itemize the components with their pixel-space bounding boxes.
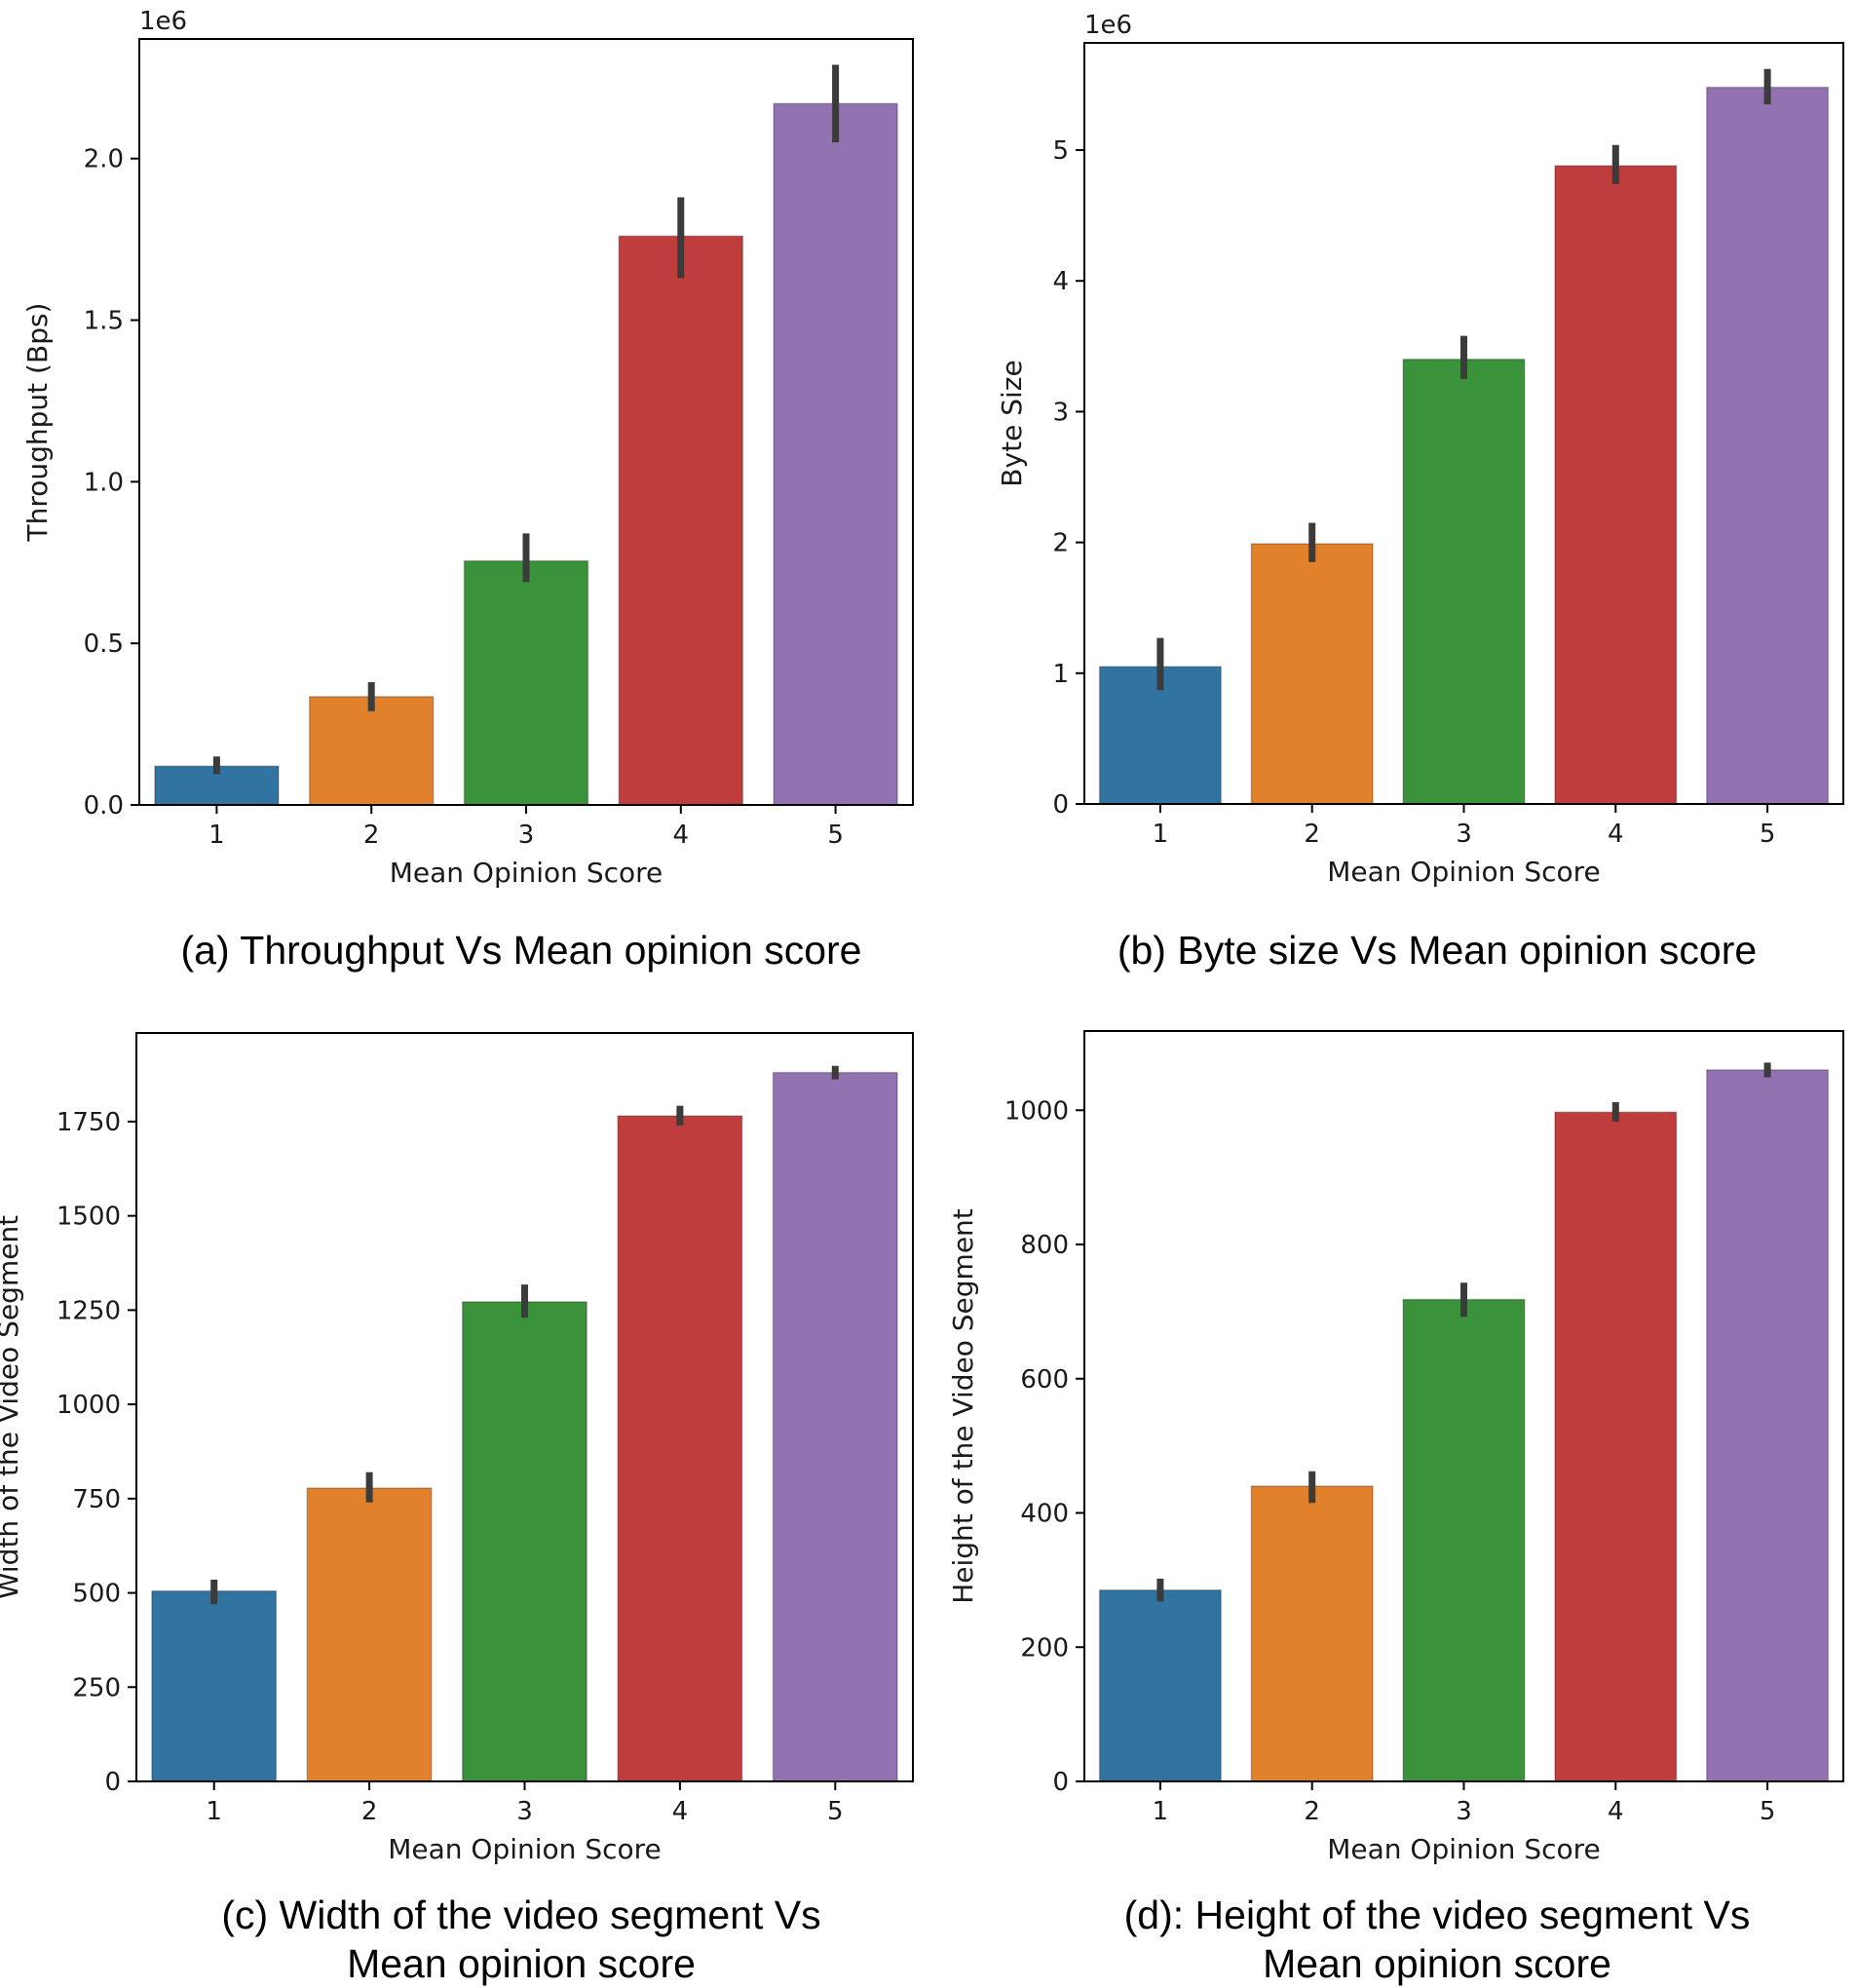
ytick-label-a-0: 0.0 xyxy=(84,791,124,821)
xtick-label-d-1: 1 xyxy=(1153,1797,1169,1826)
bar-d-3 xyxy=(1402,1298,1526,1782)
xtick-label-d-2: 2 xyxy=(1304,1797,1320,1826)
xtick-label-b-3: 3 xyxy=(1456,820,1472,849)
ytick-label-c-5: 1250 xyxy=(57,1296,121,1325)
ytick-label-c-0: 0 xyxy=(104,1768,121,1797)
bar-c-1 xyxy=(151,1589,278,1782)
ytick-label-c-4: 1000 xyxy=(57,1391,121,1420)
ytick-label-b-1: 1 xyxy=(1052,660,1069,689)
bar-c-2 xyxy=(306,1487,433,1782)
caption-a: (a) Throughput Vs Mean opinion score xyxy=(58,926,984,975)
xtick-label-c-4: 4 xyxy=(672,1797,689,1826)
ytick-label-c-3: 750 xyxy=(72,1485,121,1514)
ytick-label-d-0: 0 xyxy=(1052,1768,1069,1797)
xtick-label-c-3: 3 xyxy=(516,1797,533,1826)
caption-c-line1: (c) Width of the video segment Vs xyxy=(221,1892,821,1937)
caption-c-line2: Mean opinion score xyxy=(347,1941,696,1986)
ylabel-b: Byte Size xyxy=(996,360,1028,486)
ytick-label-c-7: 1750 xyxy=(57,1108,121,1137)
ytick-label-c-2: 500 xyxy=(72,1580,121,1609)
ylabel-a: Throughput (Bps) xyxy=(21,303,54,543)
ytick-label-a-1: 0.5 xyxy=(84,630,124,659)
caption-d-line1: (d): Height of the video segment Vs xyxy=(1123,1892,1751,1937)
xtick-label-a-3: 3 xyxy=(518,821,535,850)
ytick-label-d-3: 600 xyxy=(1020,1365,1069,1395)
ytick-label-a-4: 2.0 xyxy=(84,145,124,174)
ytick-label-b-2: 2 xyxy=(1052,529,1069,558)
xtick-label-b-2: 2 xyxy=(1304,820,1320,849)
caption-b-text: (b) Byte size Vs Mean opinion score xyxy=(1117,928,1758,973)
xtick-label-a-4: 4 xyxy=(673,821,690,850)
ytick-label-b-3: 3 xyxy=(1052,398,1069,427)
bar-a-3 xyxy=(463,559,589,806)
ytick-label-b-4: 4 xyxy=(1052,267,1069,296)
ylabel-c: Width of the Video Segment xyxy=(0,1215,24,1599)
ytick-label-d-4: 800 xyxy=(1020,1231,1069,1260)
offset-text-b: 1e6 xyxy=(1084,11,1132,40)
xtick-label-a-2: 2 xyxy=(363,821,380,850)
bar-d-4 xyxy=(1554,1111,1678,1782)
xtick-label-c-1: 1 xyxy=(206,1797,222,1826)
caption-c: (c) Width of the video segment Vs Mean o… xyxy=(58,1891,984,1988)
ytick-label-d-1: 200 xyxy=(1020,1633,1069,1663)
ytick-label-b-0: 0 xyxy=(1052,790,1069,820)
ylabel-d: Height of the Video Segment xyxy=(947,1208,979,1604)
bar-b-2 xyxy=(1250,543,1374,805)
xtick-label-d-4: 4 xyxy=(1608,1797,1624,1826)
bar-a-4 xyxy=(618,235,744,806)
ytick-label-d-2: 400 xyxy=(1020,1500,1069,1529)
bar-d-2 xyxy=(1250,1485,1374,1782)
bar-b-4 xyxy=(1554,165,1678,805)
ytick-label-c-6: 1500 xyxy=(57,1203,121,1232)
xtick-label-b-5: 5 xyxy=(1760,820,1776,849)
xtick-label-c-5: 5 xyxy=(827,1797,844,1826)
ytick-label-d-5: 1000 xyxy=(1004,1096,1069,1126)
bar-b-5 xyxy=(1706,86,1830,805)
xlabel-b: Mean Opinion Score xyxy=(1327,856,1601,888)
xtick-label-d-5: 5 xyxy=(1760,1797,1776,1826)
bar-a-5 xyxy=(773,102,898,806)
xtick-label-d-3: 3 xyxy=(1456,1797,1472,1826)
ytick-label-b-5: 5 xyxy=(1052,136,1069,166)
bar-b-3 xyxy=(1402,358,1526,805)
bar-a-2 xyxy=(308,696,435,806)
bar-c-5 xyxy=(772,1071,898,1782)
bar-c-4 xyxy=(617,1115,743,1782)
bar-d-5 xyxy=(1706,1069,1830,1782)
xtick-label-c-2: 2 xyxy=(361,1797,378,1826)
ytick-label-a-3: 1.5 xyxy=(84,307,124,336)
offset-text-a: 1e6 xyxy=(139,7,187,36)
xlabel-c: Mean Opinion Score xyxy=(388,1833,662,1865)
caption-d-line2: Mean opinion score xyxy=(1263,1941,1611,1986)
caption-d: (d): Height of the video segment Vs Mean… xyxy=(974,1891,1856,1988)
ytick-label-c-1: 250 xyxy=(72,1673,121,1702)
xtick-label-b-4: 4 xyxy=(1608,820,1624,849)
xlabel-a: Mean Opinion Score xyxy=(390,857,663,889)
caption-b: (b) Byte size Vs Mean opinion score xyxy=(974,926,1856,975)
bar-c-3 xyxy=(461,1301,587,1782)
xtick-label-a-1: 1 xyxy=(208,821,225,850)
ytick-label-a-2: 1.0 xyxy=(84,468,124,497)
bar-d-1 xyxy=(1098,1588,1222,1782)
xtick-label-a-5: 5 xyxy=(827,821,844,850)
caption-a-text: (a) Throughput Vs Mean opinion score xyxy=(180,928,862,973)
xlabel-d: Mean Opinion Score xyxy=(1327,1833,1601,1865)
xtick-label-b-1: 1 xyxy=(1153,820,1169,849)
